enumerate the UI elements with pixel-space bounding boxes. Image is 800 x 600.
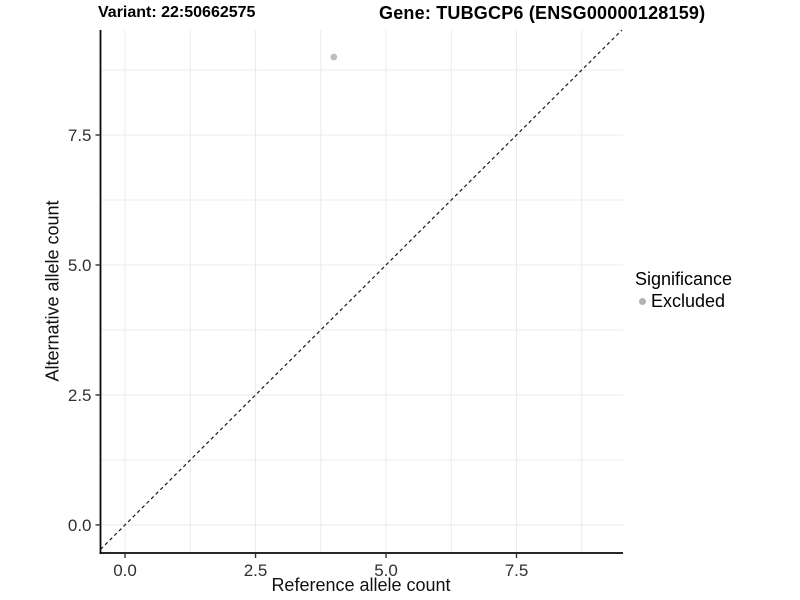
y-tick-label: 7.5	[68, 126, 92, 145]
x-axis-title: Reference allele count	[271, 575, 451, 595]
legend-item-label: Excluded	[651, 291, 726, 311]
legend-item-excluded: Excluded	[635, 291, 732, 312]
x-tick-label: 7.5	[505, 561, 529, 580]
y-tick-label: 0.0	[68, 516, 92, 535]
plot-title-gene: Gene: TUBGCP6 (ENSG00000128159)	[379, 3, 706, 23]
legend-title: Significance	[635, 269, 733, 289]
identity-line	[100, 29, 623, 550]
y-tick-label: 2.5	[68, 386, 92, 405]
legend-point-swatch	[639, 298, 646, 305]
plot-title-variant: Variant: 22:50662575	[98, 4, 256, 21]
data-point	[330, 53, 338, 61]
x-tick-label: 0.0	[113, 561, 137, 580]
y-tick-label: 5.0	[68, 256, 92, 275]
legend: Significance Excluded	[635, 269, 732, 312]
x-tick-label: 2.5	[244, 561, 268, 580]
x-tick-label: 5.0	[374, 561, 398, 580]
